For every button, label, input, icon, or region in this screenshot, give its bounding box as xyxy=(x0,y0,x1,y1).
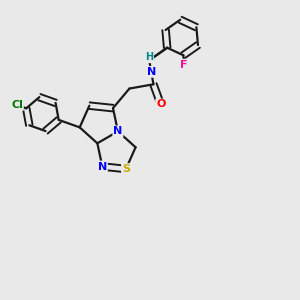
Text: F: F xyxy=(180,60,188,70)
Text: H: H xyxy=(145,52,153,62)
Text: S: S xyxy=(122,164,130,174)
Text: Cl: Cl xyxy=(11,100,23,110)
Text: N: N xyxy=(113,126,123,136)
Text: N: N xyxy=(147,67,156,77)
Text: O: O xyxy=(156,100,166,110)
Text: N: N xyxy=(98,161,107,172)
